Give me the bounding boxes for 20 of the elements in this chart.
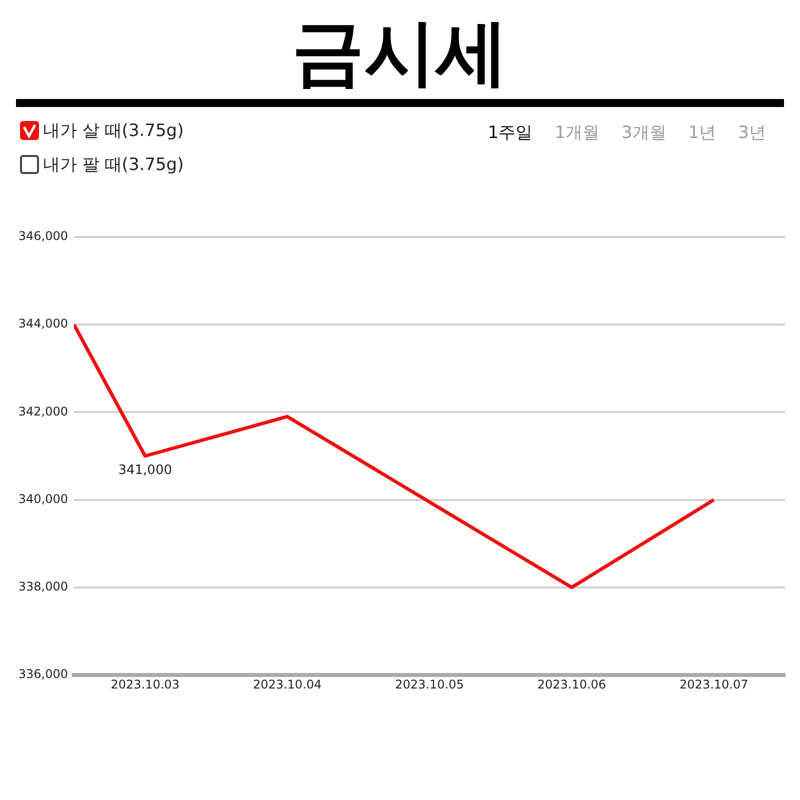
x-tick-label: 2023.10.04 [252, 677, 322, 692]
y-tick-label: 338,000 [18, 580, 68, 594]
chart-title: 금시세 [291, 9, 509, 96]
text: 내가 팔 때(3.75g) [43, 154, 184, 176]
x-tick-label: 2023.10.03 [110, 677, 180, 692]
legend-label: 내가 살 때(3.75g) [43, 120, 184, 142]
y-tick-label: 346,000 [18, 229, 68, 244]
x-tick-label: 2023.10.05 [395, 677, 464, 692]
y-tick-label: 344,000 [18, 316, 68, 331]
text: 1주일 [488, 122, 533, 144]
y-tick-label: 340,000 [18, 492, 68, 506]
x-tick-label: 2023.10.06 [537, 677, 606, 692]
text: 1년 [688, 122, 716, 144]
text: 3년 [738, 122, 766, 144]
x-tick-label: 2023.10.07 [680, 677, 748, 692]
annotation: 341,000 [118, 462, 172, 478]
text: 3개월 [622, 122, 666, 144]
y-tick-label: 342,000 [18, 404, 68, 418]
text: 1개월 [554, 122, 600, 144]
y-tick-label: 336,000 [18, 667, 68, 682]
